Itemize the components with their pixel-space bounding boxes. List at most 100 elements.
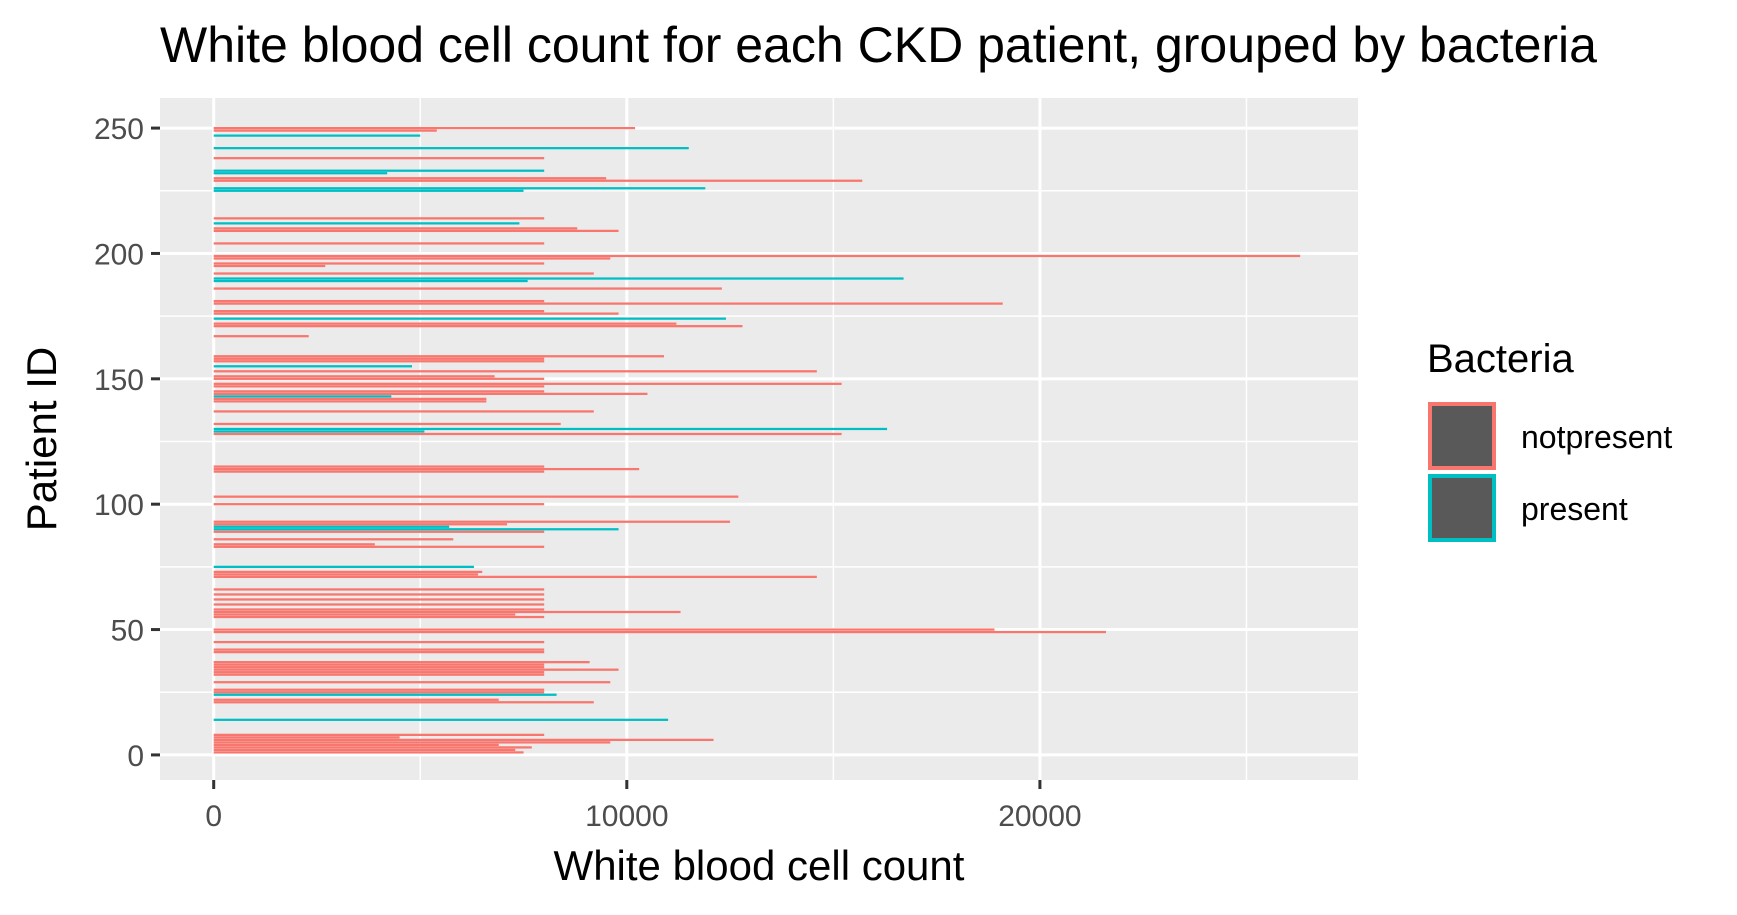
- x-tick-label: 0: [205, 800, 222, 833]
- bar-notpresent-176: [213, 312, 619, 315]
- bar-notpresent-35: [213, 666, 545, 669]
- bar-present-226: [213, 187, 706, 190]
- bar-notpresent-73: [213, 570, 483, 574]
- bar-notpresent-92: [213, 523, 508, 526]
- y-axis-title: Patient ID: [18, 347, 65, 531]
- bar-notpresent-186: [213, 287, 722, 290]
- bar-notpresent-249: [213, 129, 437, 132]
- bar-notpresent-204: [213, 242, 545, 245]
- chart-title: White blood cell count for each CKD pati…: [160, 17, 1597, 73]
- bar-notpresent-196: [213, 262, 545, 265]
- bar-present-190: [213, 277, 904, 280]
- bar-notpresent-33: [213, 671, 545, 674]
- bar-notpresent-103: [213, 495, 739, 498]
- bar-notpresent-22: [213, 698, 499, 701]
- legend-key-notpresent: [1428, 402, 1496, 470]
- bar-notpresent-209: [213, 229, 619, 233]
- bar-notpresent-137: [213, 410, 594, 413]
- bar-notpresent-49: [213, 630, 1107, 634]
- bar-notpresent-229: [213, 179, 863, 182]
- bar-notpresent-144: [213, 392, 648, 395]
- x-axis-title: White blood cell count: [554, 842, 965, 889]
- bar-notpresent-32: [213, 673, 545, 676]
- bar-notpresent-64: [213, 593, 545, 596]
- bar-notpresent-157: [213, 360, 545, 363]
- bar-notpresent-26: [213, 688, 545, 691]
- bar-notpresent-34: [213, 668, 619, 671]
- bar-present-225: [213, 189, 524, 192]
- bar-notpresent-89: [213, 530, 545, 533]
- bar-notpresent-180: [213, 302, 1003, 305]
- bar-notpresent-199: [213, 254, 1301, 258]
- legend: Bacteria notpresent present: [1427, 337, 1672, 542]
- bar-present-242: [213, 147, 689, 150]
- bar-notpresent-100: [213, 503, 545, 506]
- bar-notpresent-142: [213, 397, 487, 401]
- bar-notpresent-5: [213, 741, 611, 744]
- bar-present-91: [213, 525, 450, 528]
- bar-notpresent-141: [213, 400, 487, 403]
- bar-notpresent-230: [213, 177, 607, 180]
- bar-notpresent-62: [213, 598, 545, 601]
- bar-notpresent-58: [213, 608, 545, 611]
- bar-notpresent-210: [213, 227, 578, 230]
- bar-notpresent-36: [213, 663, 545, 666]
- legend-label-notpresent: notpresent: [1521, 419, 1672, 455]
- bar-notpresent-1: [213, 751, 524, 754]
- bar-notpresent-4: [213, 743, 499, 747]
- bar-notpresent-192: [213, 272, 594, 275]
- legend-title: Bacteria: [1427, 337, 1574, 381]
- bar-notpresent-3: [213, 746, 532, 749]
- bar-present-232: [213, 172, 388, 175]
- bar-notpresent-115: [213, 465, 545, 468]
- bar-notpresent-158: [213, 357, 545, 360]
- bar-present-143: [213, 395, 392, 398]
- y-tick-label: 200: [94, 238, 144, 271]
- bar-notpresent-50: [213, 628, 995, 631]
- bar-present-90: [213, 528, 619, 531]
- bar-present-247: [213, 134, 421, 137]
- bar-notpresent-145: [213, 390, 545, 393]
- bar-notpresent-71: [213, 575, 817, 579]
- bar-notpresent-195: [213, 264, 326, 268]
- bar-notpresent-72: [213, 573, 479, 576]
- bar-notpresent-2: [213, 748, 516, 752]
- bar-present-24: [213, 693, 557, 696]
- bar-notpresent-7: [213, 736, 400, 739]
- bar-notpresent-37: [213, 661, 590, 664]
- bar-notpresent-83: [213, 545, 545, 548]
- x-tick-label: 20000: [998, 800, 1081, 833]
- bar-notpresent-29: [213, 681, 611, 684]
- bar-notpresent-172: [213, 322, 677, 325]
- bar-notpresent-86: [213, 538, 454, 541]
- bar-notpresent-150: [213, 377, 545, 380]
- y-tick-label: 100: [94, 489, 144, 522]
- legend-label-present: present: [1521, 491, 1628, 527]
- bar-notpresent-114: [213, 467, 640, 471]
- bar-notpresent-148: [213, 382, 842, 385]
- bar-notpresent-238: [213, 157, 545, 160]
- plot-panel: [160, 98, 1358, 780]
- bar-notpresent-181: [213, 299, 545, 303]
- bar-notpresent-6: [213, 738, 714, 742]
- bar-notpresent-42: [213, 648, 545, 651]
- bar-notpresent-132: [213, 422, 561, 426]
- bar-present-212: [213, 222, 520, 225]
- bar-notpresent-41: [213, 650, 545, 654]
- bar-notpresent-45: [213, 640, 545, 644]
- y-tick-label: 0: [127, 740, 144, 773]
- bar-notpresent-8: [213, 733, 545, 736]
- bar-present-75: [213, 565, 474, 569]
- bar-notpresent-147: [213, 385, 545, 388]
- legend-key-present: [1428, 474, 1496, 542]
- axis-ticks: 0 10000 20000 0 50 100 150 200 250: [94, 113, 1082, 833]
- bar-notpresent-171: [213, 325, 743, 328]
- bars-layer: [213, 126, 1301, 754]
- bar-present-129: [213, 430, 425, 433]
- bar-notpresent-153: [213, 370, 817, 373]
- bar-present-14: [213, 718, 669, 721]
- bar-notpresent-56: [213, 613, 516, 616]
- bar-notpresent-25: [213, 691, 545, 694]
- bar-notpresent-57: [213, 610, 681, 614]
